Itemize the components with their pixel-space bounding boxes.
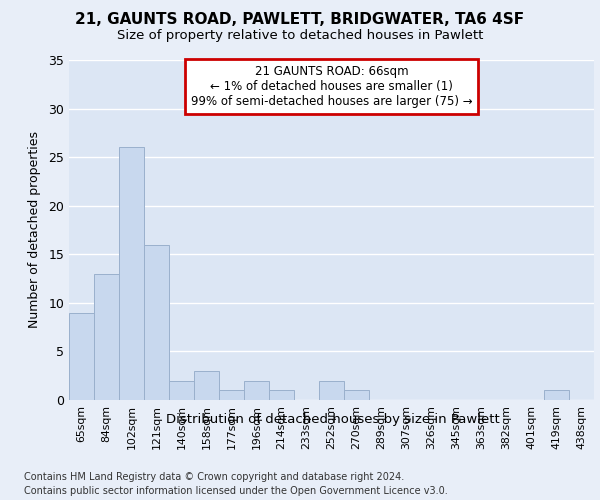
Bar: [69, 312, 94, 400]
Text: Size of property relative to detached houses in Pawlett: Size of property relative to detached ho…: [117, 29, 483, 42]
Bar: [244, 380, 269, 400]
Bar: [269, 390, 294, 400]
Y-axis label: Number of detached properties: Number of detached properties: [28, 132, 41, 328]
Text: 21 GAUNTS ROAD: 66sqm
← 1% of detached houses are smaller (1)
99% of semi-detach: 21 GAUNTS ROAD: 66sqm ← 1% of detached h…: [191, 65, 472, 108]
Bar: [319, 380, 344, 400]
Bar: [94, 274, 119, 400]
Bar: [119, 148, 144, 400]
Text: Contains public sector information licensed under the Open Government Licence v3: Contains public sector information licen…: [24, 486, 448, 496]
Bar: [144, 244, 169, 400]
Text: Distribution of detached houses by size in Pawlett: Distribution of detached houses by size …: [166, 412, 500, 426]
Text: 21, GAUNTS ROAD, PAWLETT, BRIDGWATER, TA6 4SF: 21, GAUNTS ROAD, PAWLETT, BRIDGWATER, TA…: [76, 12, 524, 28]
Bar: [219, 390, 244, 400]
Bar: [169, 380, 194, 400]
Bar: [194, 371, 219, 400]
Text: Contains HM Land Registry data © Crown copyright and database right 2024.: Contains HM Land Registry data © Crown c…: [24, 472, 404, 482]
Bar: [344, 390, 369, 400]
Bar: [544, 390, 569, 400]
